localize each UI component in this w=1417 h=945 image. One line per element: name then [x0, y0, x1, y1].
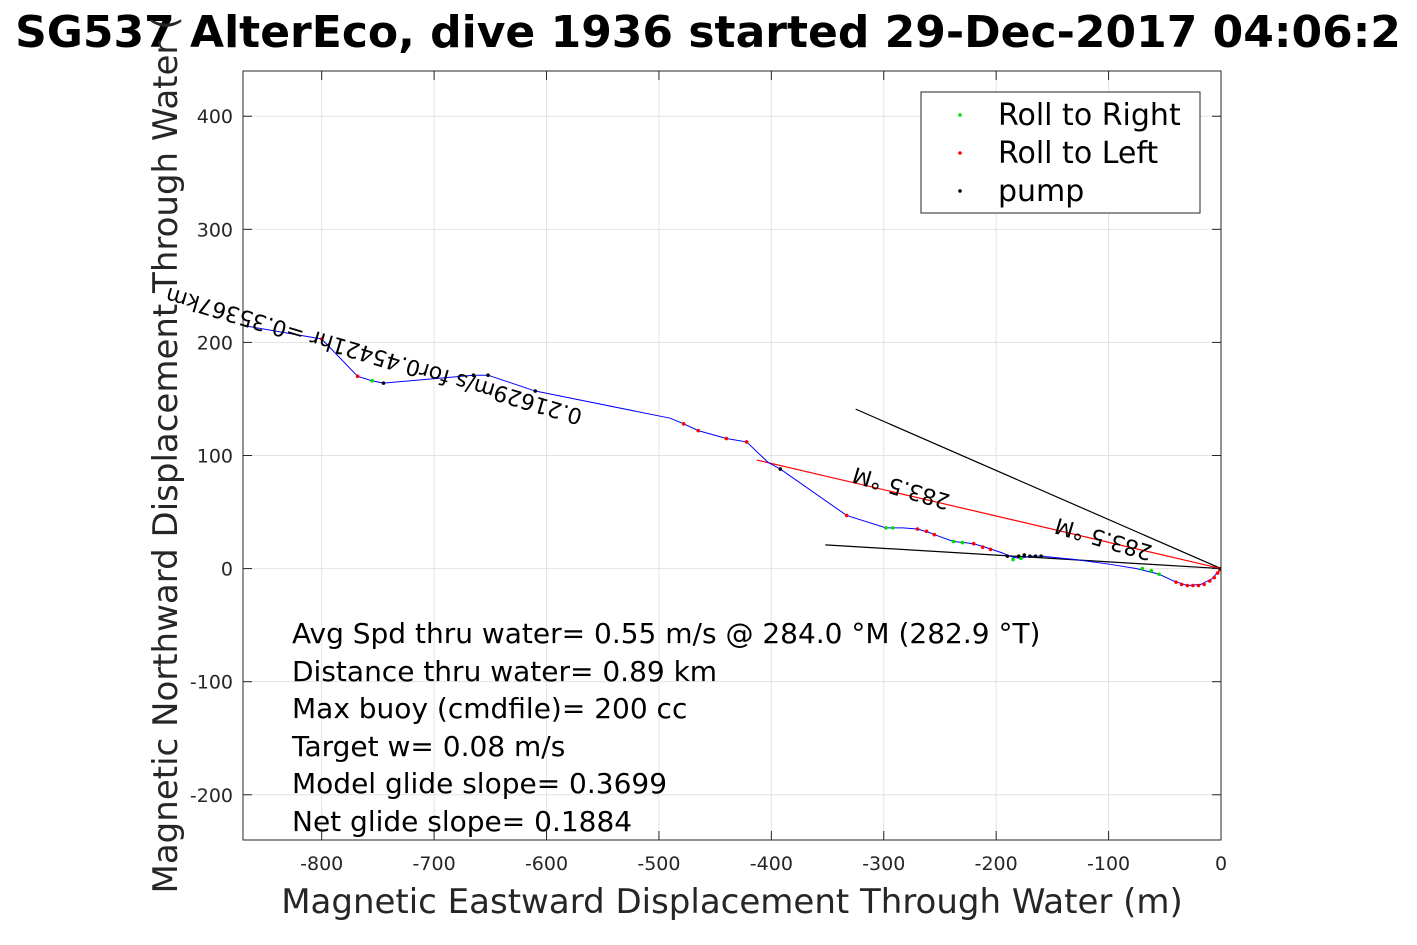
y-tick-label: 400: [197, 106, 233, 128]
y-tick-label: 100: [197, 446, 233, 468]
pump-point: [1039, 554, 1043, 558]
roll-left-point: [844, 513, 849, 518]
heading-line: [855, 408, 1221, 570]
roll-left-point: [1174, 580, 1178, 584]
legend-label-pump: pump: [998, 174, 1084, 209]
roll-right-point: [1149, 569, 1154, 573]
roll-left-point: [355, 374, 360, 379]
roll-right-point: [951, 539, 956, 544]
heading-line: [825, 544, 1221, 570]
x-tick-label: -400: [750, 853, 793, 875]
annotation-net-glide: Net glide slope= 0.1884: [292, 805, 632, 838]
heading-line: [756, 459, 1221, 570]
roll-right-point: [1157, 572, 1161, 577]
pump-point: [1016, 554, 1021, 558]
pump-point: [778, 467, 783, 471]
roll-left-point: [724, 436, 729, 441]
y-axis-label: Magnetic Northward Displacement Through …: [146, 17, 186, 894]
roll-left-point: [681, 422, 686, 426]
legend-marker-roll-left: [958, 151, 962, 155]
x-tick-label: -800: [300, 853, 343, 875]
x-tick-label: -300: [862, 853, 905, 875]
y-tick-label: -100: [190, 672, 233, 694]
roll-left-point: [1202, 582, 1206, 587]
roll-left-point: [932, 532, 937, 537]
x-tick-label: -700: [413, 853, 456, 875]
y-tick-label: 0: [221, 559, 233, 581]
pump-point: [1005, 554, 1010, 558]
roll-left-point: [1196, 583, 1201, 588]
roll-right-point: [884, 526, 888, 530]
y-tick-label: 300: [197, 219, 233, 241]
roll-right-point: [890, 526, 895, 530]
roll-left-point: [1179, 582, 1184, 587]
y-tick-label: -200: [190, 785, 233, 807]
legend: Roll to Right Roll to Left pump: [920, 91, 1201, 214]
roll-left-point: [319, 337, 324, 341]
chart-title: SG537 AlterEco, dive 1936 started 29-Dec…: [15, 7, 1401, 58]
legend-label-roll-left: Roll to Left: [998, 136, 1158, 171]
roll-left-point: [1215, 571, 1220, 575]
roll-right-point: [1019, 556, 1023, 561]
annotation-distance: Distance thru water= 0.89 km: [292, 655, 717, 688]
legend-box: [920, 91, 1201, 214]
legend-marker-pump: [958, 189, 962, 193]
annotation-model-glide: Model glide slope= 0.3699: [292, 767, 667, 800]
legend-label-roll-right: Roll to Right: [998, 98, 1181, 133]
series-layer: [243, 324, 1221, 588]
roll-left-point: [1185, 583, 1190, 588]
roll-left-point: [915, 527, 920, 531]
roll-left-point: [696, 428, 701, 433]
stats-annotation: Avg Spd thru water= 0.55 m/s @ 284.0 °M …: [291, 617, 1040, 838]
ticks: -800 -700 -600 -500 -400 -300 -200 -100 0 -200 -10…: [190, 71, 1227, 875]
roll-right-point: [370, 379, 375, 383]
roll-right-point: [960, 540, 965, 545]
roll-left-point: [1212, 575, 1217, 580]
roll-left-point: [971, 541, 976, 546]
x-tick-label: -500: [637, 853, 680, 875]
pump-point: [1033, 554, 1038, 558]
x-tick-label: -600: [525, 853, 568, 875]
track-line: [243, 324, 1221, 587]
pump-point: [486, 373, 490, 378]
x-tick-label: 0: [1215, 853, 1227, 875]
roll-right-point: [1140, 566, 1145, 571]
roll-left-point: [1207, 579, 1212, 583]
roll-left-point: [744, 440, 749, 444]
annotation-avg-speed: Avg Spd thru water= 0.55 m/s @ 284.0 °M …: [292, 617, 1040, 650]
annotation-max-buoy: Max buoy (cmdfile)= 200 cc: [292, 692, 687, 725]
x-tick-label: -200: [975, 853, 1018, 875]
x-axis-label: Magnetic Eastward Displacement Through W…: [281, 882, 1183, 922]
annotation-target-w: Target w= 0.08 m/s: [291, 730, 565, 763]
pump-point: [471, 373, 476, 378]
roll-left-point: [980, 545, 985, 549]
pump-point: [381, 381, 386, 385]
y-tick-label: 200: [197, 332, 233, 354]
roll-left-point: [988, 547, 993, 552]
x-tick-label: -100: [1087, 853, 1130, 875]
pump-point: [533, 389, 538, 393]
pump-point: [1022, 553, 1027, 557]
roll-right-point: [1011, 557, 1015, 562]
pump-point: [1028, 554, 1032, 558]
roll-left-point: [1191, 583, 1195, 588]
roll-left-point: [924, 529, 929, 534]
legend-marker-roll-right: [958, 113, 962, 117]
